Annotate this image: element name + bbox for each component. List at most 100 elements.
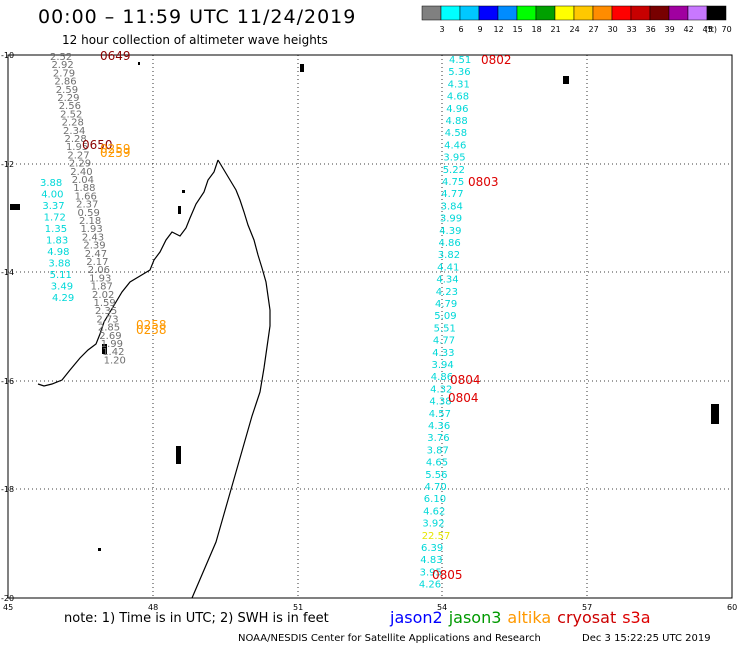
wave-height-label: 5.11 — [50, 270, 72, 281]
wave-height-label: 2.56 — [59, 101, 81, 112]
wave-height-label: 4.98 — [47, 247, 69, 258]
wave-height-label: 4.46 — [444, 140, 466, 151]
wave-height-label: 4.51 — [449, 55, 471, 66]
wave-height-label: 4.77 — [441, 189, 463, 200]
colorbar-swatch — [440, 5, 461, 21]
wave-height-label: 4.38 — [429, 397, 451, 408]
wave-height-label: 2.34 — [63, 126, 85, 137]
wave-height-label: 4.57 — [429, 409, 451, 420]
wave-height-label: 2.40 — [70, 167, 92, 178]
colorbar-swatch — [516, 5, 537, 21]
colorbar-tick-label: 36 — [646, 25, 656, 34]
wave-height-label: 3.49 — [51, 282, 73, 293]
wave-height-label: 2.43 — [82, 232, 104, 243]
colorbar-swatch — [706, 5, 727, 21]
colorbar-tick-label: 30 — [608, 25, 618, 34]
wave-height-label: 2.29 — [57, 93, 79, 104]
wave-height-label: 5.56 — [425, 470, 447, 481]
wave-height-label: 2.17 — [86, 257, 108, 268]
lon-labels: 45 48 51 54 57 60 — [3, 603, 737, 612]
wave-height-label: 2.04 — [72, 175, 94, 186]
wave-height-label: 5.22 — [443, 165, 465, 176]
colorbar-swatch — [592, 5, 613, 21]
colorbar-swatch — [687, 5, 708, 21]
wave-height-label: 4.79 — [435, 299, 457, 310]
wave-height-label: 22.57 — [422, 531, 451, 542]
wave-height-label: 2.59 — [56, 85, 78, 96]
wave-height-label: 0.59 — [78, 208, 100, 219]
colorbar-tick-label: 70 — [722, 25, 732, 34]
wave-height-label: 4.86 — [439, 238, 461, 249]
wave-height-label: 1.20 — [104, 355, 126, 366]
wave-height-label: 3.84 — [441, 201, 463, 212]
track-west-cyan: 3.884.003.371.721.351.834.983.885.113.49… — [40, 178, 74, 304]
legend-jason3: jason3 — [448, 608, 502, 627]
wave-height-label: 3.82 — [438, 250, 460, 261]
wave-height-label: 1.95 — [66, 142, 88, 153]
wave-height-label: 2.18 — [79, 216, 101, 227]
wave-height-label: 4.62 — [423, 506, 445, 517]
colorbar-tick-label: 3 — [440, 25, 445, 34]
colorbar-tick-label: 39 — [665, 25, 675, 34]
wave-height-label: 6.10 — [424, 494, 446, 505]
lat-label: -20 — [1, 594, 14, 603]
wave-height-label: 3.92 — [422, 519, 444, 530]
wave-height-label: 1.59 — [94, 298, 116, 309]
lon-label: 54 — [437, 603, 447, 612]
colorbar-swatch — [649, 5, 670, 21]
colorbar-tick-label: 42 — [684, 25, 694, 34]
wave-height-label: 4.83 — [420, 555, 442, 566]
time-label: 0802 — [481, 53, 512, 67]
wave-height-label: 4.23 — [436, 287, 458, 298]
wave-height-label: 4.86 — [431, 372, 453, 383]
wave-height-label: 4.88 — [446, 116, 468, 127]
page-subtitle: 12 hour collection of altimeter wave hei… — [62, 33, 328, 47]
wave-height-label: 3.76 — [427, 433, 449, 444]
wave-height-label: 1.93 — [80, 224, 102, 235]
colorbar-swatch — [478, 5, 499, 21]
wave-height-label: 2.28 — [62, 118, 84, 129]
wave-height-label: 1.88 — [73, 183, 95, 194]
wave-height-label: 2.37 — [76, 200, 98, 211]
colorbar-tick-label: 33 — [627, 25, 637, 34]
time-label: 0803 — [468, 175, 499, 189]
wave-height-label: 2.79 — [53, 68, 75, 79]
track-west-gray: 2.522.922.792.862.592.292.562.522.282.34… — [50, 52, 126, 366]
colorbar-swatch — [554, 5, 575, 21]
wave-height-label: 3.95 — [420, 567, 442, 578]
time-label: 0259 — [100, 142, 131, 156]
colorbar-tick-label: 27 — [589, 25, 599, 34]
colorbar-tick-label: 21 — [551, 25, 561, 34]
map-frame — [7, 54, 733, 599]
legend-altika: altika — [507, 608, 552, 627]
wave-height-label: 2.47 — [85, 249, 107, 260]
colorbar-swatch — [611, 5, 632, 21]
wave-height-label: 2.52 — [50, 52, 72, 63]
lat-labels: -10 -12 -14 -16 -18 -20 — [1, 51, 14, 603]
track-jason3-east: 4.515.364.314.684.964.884.584.463.955.22… — [419, 55, 471, 591]
wave-height-label: 2.28 — [65, 134, 87, 145]
wave-height-label: 2.39 — [83, 241, 105, 252]
wave-height-label: 5.36 — [448, 67, 470, 78]
wave-height-label: 4.65 — [426, 458, 448, 469]
wave-height-label: 1.87 — [91, 282, 113, 293]
wave-height-label: 4.00 — [41, 190, 63, 201]
lat-label: -18 — [1, 485, 14, 494]
wave-height-label: 5.51 — [434, 323, 456, 334]
wave-height-label: 3.88 — [40, 178, 62, 189]
time-label: 0258 — [136, 318, 167, 332]
colorbar-swatch — [573, 5, 594, 21]
credit-date: Dec 3 15:22:25 UTC 2019 — [582, 633, 711, 644]
wave-height-label: 3.88 — [48, 259, 70, 270]
wave-height-label: 3.95 — [443, 153, 465, 164]
satellite-legend: jason2 jason3 altika cryosat s3a — [390, 608, 657, 627]
credit-text: NOAA/NESDIS Center for Satellite Applica… — [238, 633, 541, 644]
wave-height-label: 2.92 — [51, 60, 73, 71]
colorbar-swatch — [668, 5, 689, 21]
colorbar-tick-label: 6 — [459, 25, 464, 34]
wave-height-label: 1.93 — [89, 273, 111, 284]
time-label: 0649 — [100, 49, 131, 63]
wave-height-label: 4.26 — [419, 580, 441, 591]
wave-height-label: 2.29 — [69, 159, 91, 170]
